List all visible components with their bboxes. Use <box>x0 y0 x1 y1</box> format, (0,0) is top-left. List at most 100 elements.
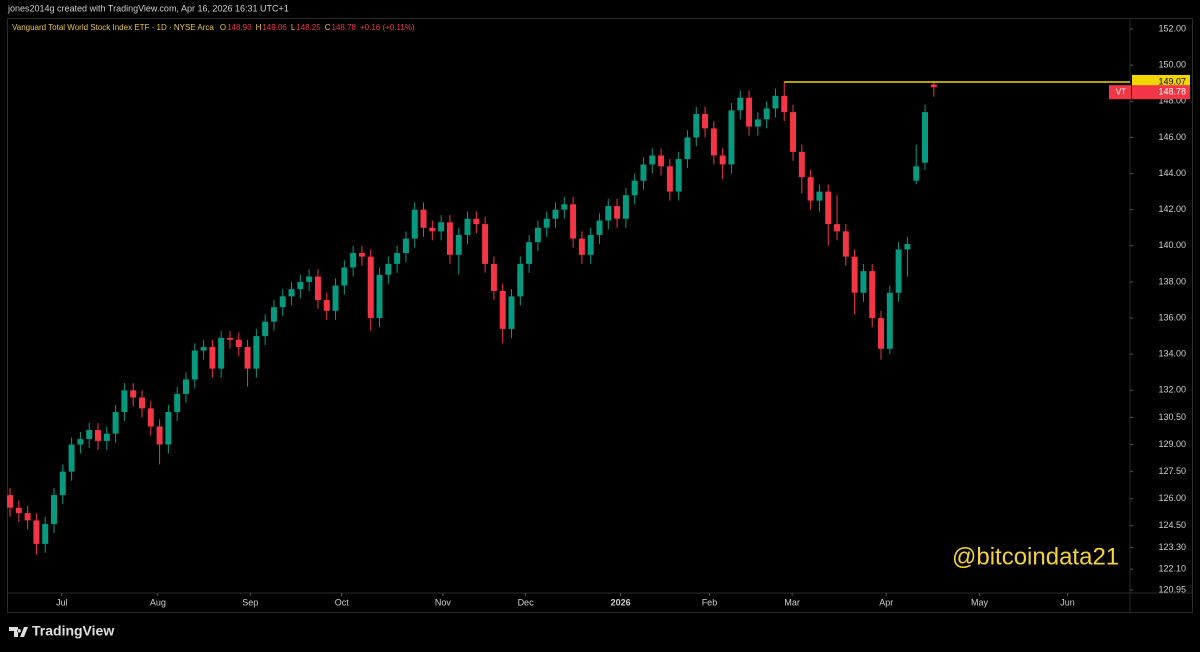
candle-body <box>350 253 357 268</box>
candle-body <box>930 84 937 88</box>
candle-body <box>270 307 277 322</box>
candle-body <box>534 227 541 243</box>
candle-body <box>631 180 638 196</box>
candle-body <box>895 249 902 293</box>
candle-body <box>191 350 198 380</box>
candle-body <box>781 95 788 113</box>
ohlc-label: O <box>220 23 226 32</box>
candle-body <box>156 426 163 445</box>
candle-body <box>358 253 365 257</box>
candle-body <box>473 218 480 225</box>
candle-body <box>341 267 348 286</box>
candle-body <box>666 166 673 192</box>
candle-body <box>684 137 691 160</box>
candle-body <box>772 95 779 109</box>
chart-title: Vanguard Total World Stock Index ETF · 1… <box>12 23 214 32</box>
price-tag <box>1132 85 1190 100</box>
candle-body <box>517 263 524 297</box>
candle-body <box>288 289 295 297</box>
candle-body <box>385 263 392 275</box>
candle-body <box>543 218 550 228</box>
candle-body <box>561 204 568 210</box>
candle-body <box>226 337 233 340</box>
candle-body <box>719 155 726 165</box>
candle-body <box>570 204 577 239</box>
change: +0.16 (+0.11%) <box>360 23 415 32</box>
candle-body <box>42 523 49 544</box>
candle-body <box>297 281 304 290</box>
candle-body <box>842 231 849 257</box>
candle-body <box>332 285 339 311</box>
candle-body <box>658 155 665 167</box>
candle-body <box>922 112 929 163</box>
header-text: jones2014g created with TradingView.com,… <box>7 3 289 13</box>
ohlc-label: L <box>291 23 296 32</box>
candle-body <box>130 390 137 398</box>
y-tick-label: 144.00 <box>1158 168 1186 178</box>
candle-body <box>24 513 31 521</box>
candle-body <box>77 439 84 445</box>
candle-body <box>499 290 506 329</box>
candle-body <box>834 224 841 232</box>
candle-body <box>464 218 471 235</box>
candle-body <box>904 243 911 250</box>
candle-body <box>15 507 22 514</box>
candle-body <box>68 444 75 472</box>
x-tick-label: May <box>971 597 989 607</box>
candle-body <box>790 112 797 152</box>
candle-body <box>552 209 559 219</box>
y-tick-label: 148.00 <box>1158 96 1186 106</box>
candle-body <box>508 296 515 329</box>
watermark: @bitcoindata21 <box>952 543 1119 570</box>
candle-body <box>860 271 867 293</box>
candle-body <box>737 97 744 111</box>
y-tick-label: 132.00 <box>1158 385 1186 395</box>
y-tick-label: 134.00 <box>1158 349 1186 359</box>
ohlc-label: H <box>256 23 262 32</box>
candle-body <box>614 206 621 219</box>
x-tick-label: Aug <box>150 597 166 607</box>
candle-body <box>165 411 172 445</box>
symbol-tag-label: VT <box>1116 87 1126 96</box>
candle-body <box>587 234 594 255</box>
candle-body <box>174 393 181 412</box>
candle-body <box>59 471 66 496</box>
candle-body <box>95 430 102 441</box>
candle-body <box>702 113 709 129</box>
candle-body <box>218 337 225 369</box>
y-tick-label: 130.50 <box>1158 412 1186 422</box>
candle-body <box>235 339 242 347</box>
candle-body <box>402 238 409 254</box>
brand: TradingView <box>32 623 114 639</box>
candle-body <box>763 108 770 120</box>
candle-body <box>578 238 585 255</box>
ohlc-label: C <box>325 23 331 32</box>
candle-body <box>816 191 823 201</box>
candle-body <box>675 159 682 192</box>
candle-body <box>33 520 40 544</box>
candle-body <box>913 166 920 181</box>
y-tick-label: 123.30 <box>1158 542 1186 552</box>
price-tag-label: 148.78 <box>1158 87 1186 97</box>
candle-body <box>596 220 603 235</box>
candle-body <box>244 346 251 369</box>
symbol-tag <box>1109 85 1131 100</box>
candle-body <box>182 379 189 394</box>
candle-body <box>649 155 656 165</box>
candle-body <box>376 274 383 319</box>
candle-body <box>455 234 462 255</box>
y-tick-label: 136.00 <box>1158 312 1186 322</box>
candle-body <box>526 242 533 264</box>
candle-body <box>482 224 489 264</box>
x-tick-label: Feb <box>702 597 718 607</box>
candle-body <box>693 113 700 138</box>
candle-body <box>200 346 207 351</box>
candle-body <box>886 292 893 349</box>
candle-body <box>51 495 58 524</box>
candle-body <box>446 222 453 255</box>
level-tag-label: 149.07 <box>1158 76 1186 86</box>
y-tick-label: 142.00 <box>1158 204 1186 214</box>
candle-body <box>798 151 805 178</box>
y-tick-label: 152.00 <box>1158 23 1186 33</box>
